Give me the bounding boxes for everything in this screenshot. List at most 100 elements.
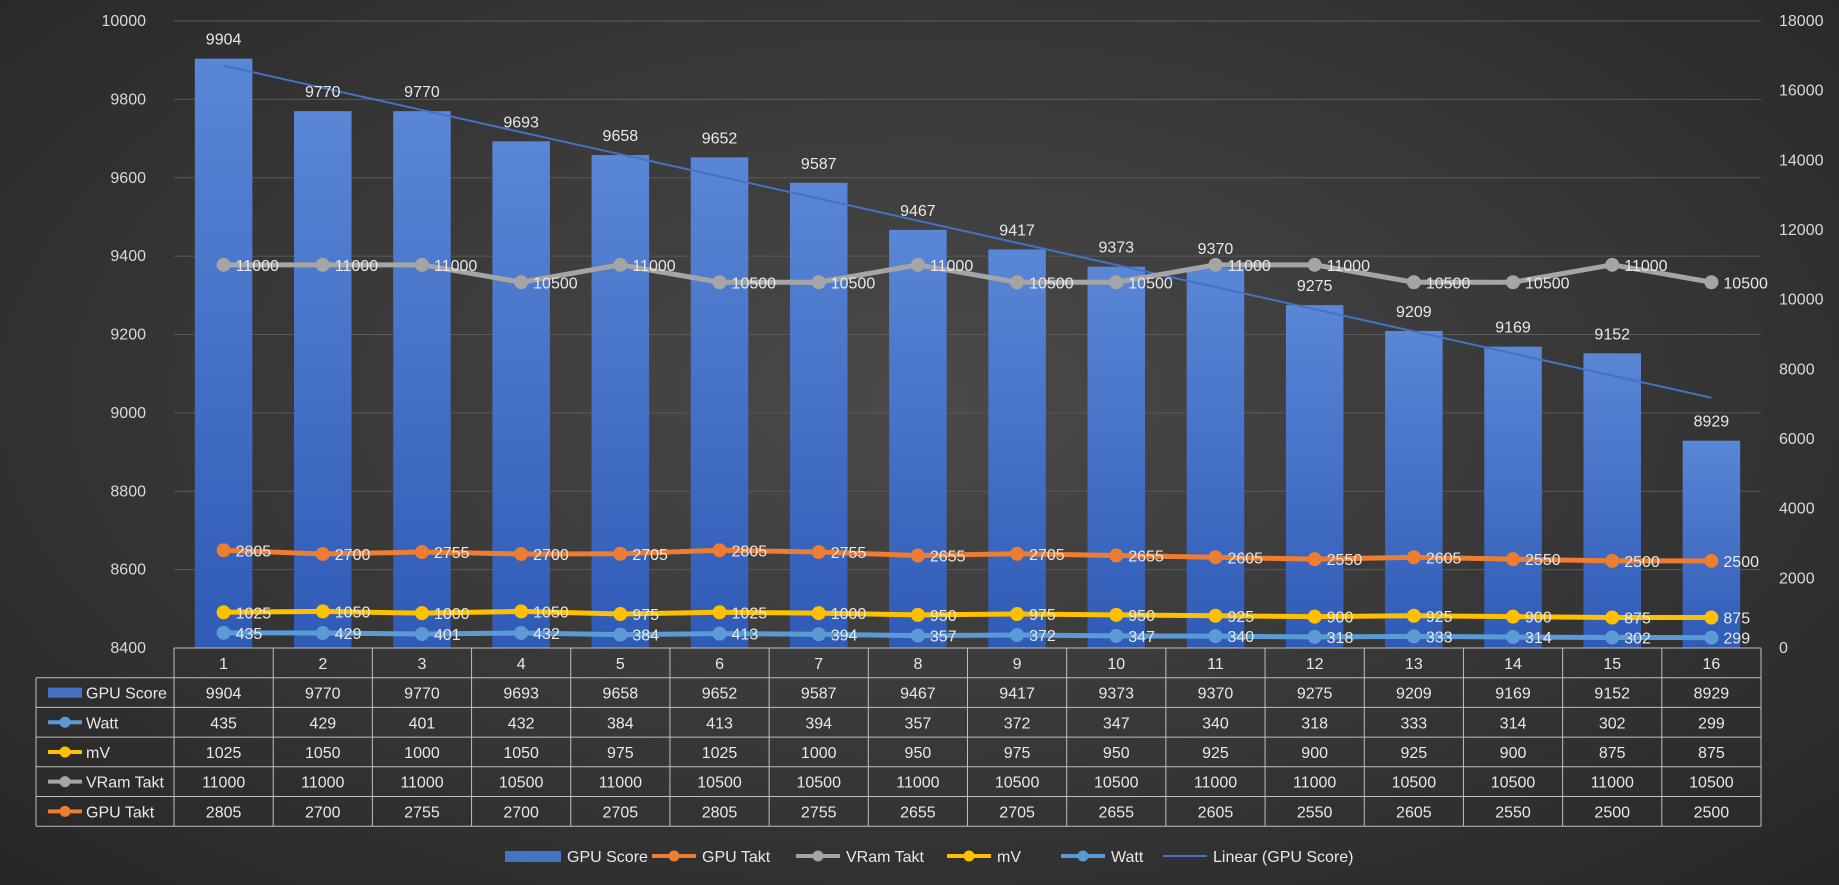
legend-key-marker	[668, 850, 680, 862]
category-label: 2	[318, 656, 327, 673]
chart-legend: GPU Score GPU Takt VRam Takt mV Watt Linear (…	[505, 849, 1354, 866]
line-data-label: 900	[1327, 610, 1354, 627]
line-data-label: 950	[930, 608, 957, 625]
bar-data-label: 9467	[900, 203, 936, 220]
row-header-label: VRam Takt	[86, 775, 165, 792]
point-vram-takt	[1109, 275, 1124, 290]
line-data-label: 2805	[236, 543, 272, 560]
table-cell: 2755	[404, 804, 440, 821]
point-mv	[1704, 610, 1719, 625]
data-labels: 9904 9770 9770 9693 9658 9652 9587 9467 9417 9373…	[206, 32, 1768, 648]
table-cell: 10500	[796, 775, 841, 792]
table-cell: 2500	[1594, 804, 1630, 821]
point-watt	[1307, 629, 1322, 644]
table-cell: 2605	[1396, 804, 1432, 821]
table-cell: 11000	[896, 775, 939, 792]
bar-data-label: 9209	[1396, 304, 1432, 321]
bar-data-label: 9652	[702, 130, 738, 147]
table-cell: 2605	[1198, 804, 1234, 821]
secondary-y-tick-label: 0	[1779, 640, 1788, 657]
bar-data-label: 9693	[503, 114, 539, 131]
point-vram-takt	[1704, 275, 1719, 290]
point-gpu-takt	[315, 546, 330, 561]
table-cell: 925	[1202, 745, 1229, 762]
line-data-label: 347	[1128, 629, 1155, 646]
line-data-label: 2705	[1029, 547, 1065, 564]
table-cell: 11000	[400, 775, 443, 792]
line-data-label: 357	[930, 629, 957, 646]
category-label: 4	[517, 656, 526, 673]
row-key-marker	[59, 805, 71, 817]
line-data-label: 413	[732, 627, 759, 644]
table-cell: 875	[1698, 745, 1725, 762]
bar-gpu-score	[889, 229, 947, 648]
table-cell: 347	[1103, 715, 1130, 732]
line-data-label: 10500	[1029, 275, 1074, 292]
point-gpu-takt	[216, 543, 231, 558]
point-watt	[811, 627, 826, 642]
category-label: 15	[1603, 656, 1621, 673]
table-cell: 2655	[900, 804, 936, 821]
point-watt	[613, 627, 628, 642]
table-cell: 950	[1103, 745, 1130, 762]
point-mv	[414, 606, 429, 621]
line-data-label: 975	[1029, 607, 1056, 624]
point-watt	[1506, 630, 1521, 645]
bar-gpu-score	[393, 111, 451, 649]
line-data-label: 900	[1525, 610, 1552, 627]
line-data-label: 1050	[335, 604, 371, 621]
trendline	[223, 64, 1712, 399]
table-cell: 9652	[702, 686, 738, 703]
table-cell: 357	[905, 715, 932, 732]
category-label: 11	[1207, 656, 1224, 673]
row-key-bar	[48, 687, 82, 698]
bar-data-label: 9770	[404, 84, 440, 101]
point-watt	[315, 626, 330, 641]
bar-gpu-score	[1583, 353, 1641, 648]
point-mv	[613, 607, 628, 622]
line-data-label: 2755	[434, 545, 470, 562]
legend-item-label: mV	[997, 849, 1021, 866]
line-data-label: 2550	[1525, 552, 1561, 569]
table-cell: 2550	[1495, 804, 1531, 821]
table-cell: 340	[1202, 715, 1229, 732]
primary-y-tick-label: 8800	[110, 483, 146, 500]
table-cell: 8929	[1694, 686, 1730, 703]
table-cell: 9275	[1297, 686, 1333, 703]
point-mv	[315, 604, 330, 619]
line-watt	[223, 630, 1712, 641]
table-cell: 2655	[1098, 804, 1134, 821]
line-data-label: 2700	[533, 547, 569, 564]
line-data-label: 10500	[1128, 275, 1173, 292]
bar-gpu-score	[591, 155, 650, 649]
table-cell: 9658	[603, 686, 639, 703]
line-data-label: 975	[632, 607, 659, 624]
line-data-label: 2655	[930, 549, 966, 566]
table-cell: 900	[1500, 745, 1527, 762]
line-data-label: 333	[1426, 629, 1453, 646]
table-cell: 2705	[603, 804, 639, 821]
bar-data-label: 8929	[1694, 414, 1730, 431]
point-gpu-takt	[514, 546, 529, 561]
category-label: 16	[1703, 656, 1721, 673]
line-vram-takt	[223, 262, 1712, 285]
point-gpu-takt	[1506, 552, 1521, 567]
primary-y-tick-label: 9600	[110, 170, 146, 187]
point-watt	[1109, 628, 1124, 643]
table-cell: 9152	[1594, 686, 1630, 703]
line-data-label: 11000	[1327, 258, 1370, 275]
row-header-label: GPU Score	[86, 686, 167, 703]
point-vram-takt	[414, 257, 429, 272]
primary-y-tick-label: 10000	[102, 13, 147, 30]
line-series	[216, 257, 1719, 645]
table-cell: 950	[905, 745, 932, 762]
point-mv	[1605, 610, 1620, 625]
table-cell: 11000	[1194, 775, 1237, 792]
line-data-label: 10500	[1723, 275, 1768, 292]
table-cell: 432	[508, 715, 535, 732]
table-cell: 9417	[999, 686, 1035, 703]
row-key-marker	[59, 776, 71, 788]
point-watt	[1406, 629, 1421, 644]
secondary-y-tick-label: 10000	[1779, 292, 1824, 309]
